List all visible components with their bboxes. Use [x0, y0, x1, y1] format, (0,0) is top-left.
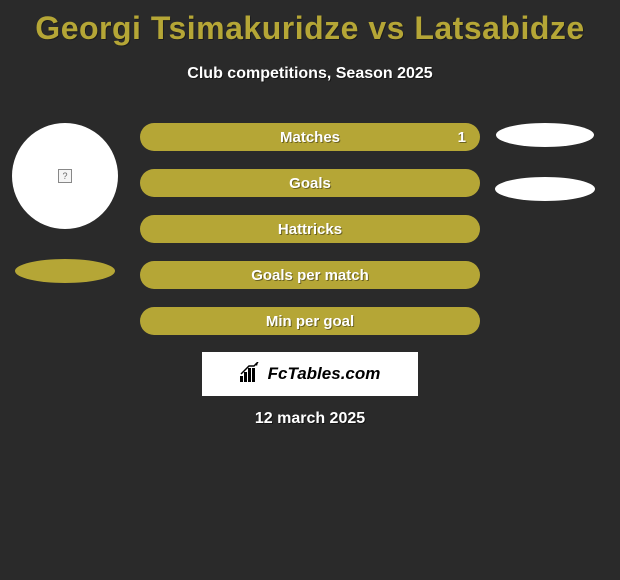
player-left-column: ? — [10, 123, 120, 283]
stat-row-min-per-goal: Min per goal — [140, 307, 480, 335]
player-left-avatar: ? — [12, 123, 118, 229]
stat-value-right: 1 — [458, 129, 466, 146]
stat-label: Hattricks — [278, 221, 342, 238]
stat-label: Matches — [280, 129, 340, 146]
avatar-placeholder-icon: ? — [58, 169, 72, 183]
generated-date: 12 march 2025 — [0, 410, 620, 428]
stat-label: Goals — [289, 175, 331, 192]
stats-list: Matches 1 Goals Hattricks Goals per matc… — [140, 123, 480, 353]
watermark[interactable]: FcTables.com — [202, 352, 418, 396]
page-subtitle: Club competitions, Season 2025 — [0, 65, 620, 83]
stat-row-hattricks: Hattricks — [140, 215, 480, 243]
watermark-text: FcTables.com — [268, 364, 381, 384]
player-right-shadow-ellipse-2 — [495, 177, 595, 201]
player-right-shadow-ellipse-1 — [496, 123, 594, 147]
page-title: Georgi Tsimakuridze vs Latsabidze — [0, 0, 620, 47]
watermark-chart-icon — [240, 362, 262, 387]
stat-row-goals-per-match: Goals per match — [140, 261, 480, 289]
stat-label: Goals per match — [251, 267, 369, 284]
stat-row-goals: Goals — [140, 169, 480, 197]
player-right-column — [490, 123, 600, 201]
stat-row-matches: Matches 1 — [140, 123, 480, 151]
player-left-shadow-ellipse — [15, 259, 115, 283]
stat-label: Min per goal — [266, 313, 354, 330]
